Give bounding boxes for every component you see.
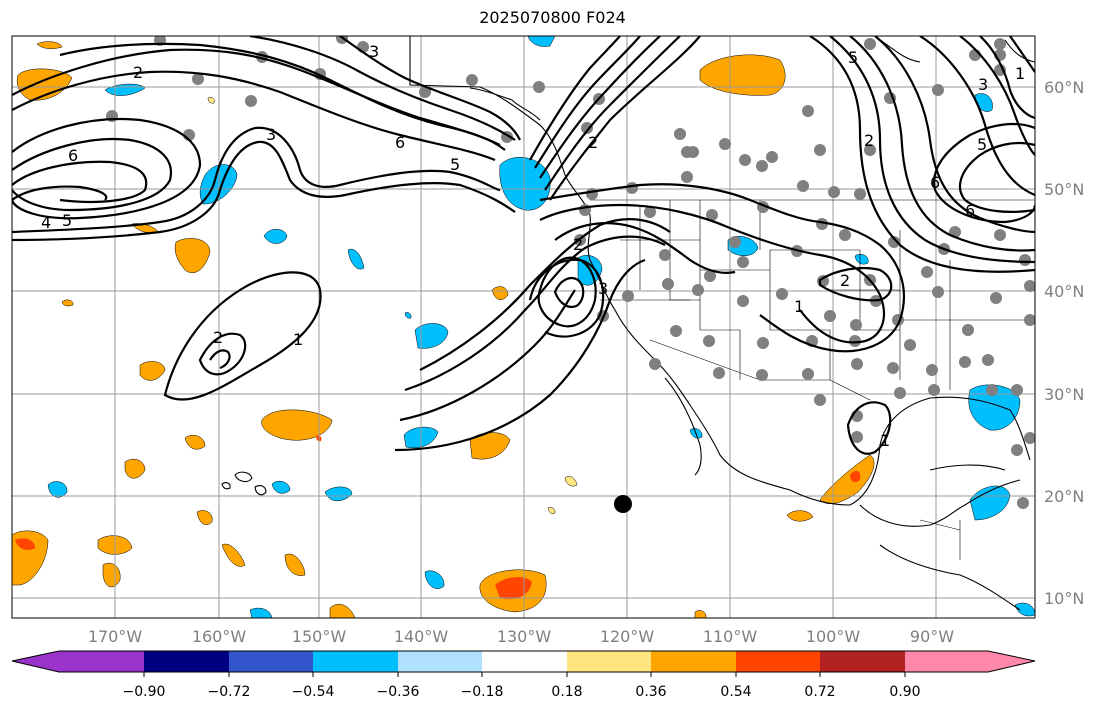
contour-label: 3 — [598, 279, 608, 298]
colorbar-segment — [905, 651, 988, 672]
colorbar-max-extension — [988, 651, 1035, 672]
colorbar-outline — [11, 650, 1036, 673]
contour-label: 5 — [62, 211, 72, 230]
contour-label: 6 — [68, 146, 78, 165]
lat-label: 10°N — [1044, 589, 1084, 608]
contour-label: 5 — [450, 155, 460, 174]
contour-label: 2 — [133, 63, 143, 82]
contour-label: 2 — [588, 133, 598, 152]
contour-label: 2 — [864, 131, 874, 150]
colorbar-tick-label: −0.90 — [123, 684, 166, 700]
lon-label: 90°W — [910, 627, 954, 646]
contour-label: 4 — [41, 213, 51, 232]
contour-label: 2 — [840, 271, 850, 290]
lat-lon-grid — [12, 36, 1035, 618]
weak-positive-anomaly-shading — [207, 97, 578, 515]
colorbar-tick-label: 0.90 — [889, 684, 920, 700]
lat-label: 50°N — [1044, 180, 1084, 199]
contour-label: 3 — [978, 75, 988, 94]
contour-labels: 2 6 4 5 3 6 5 2 3 5 6 2 2 3 1 2 1 1 2 3 … — [41, 42, 1025, 450]
lon-label: 170°W — [88, 627, 143, 646]
colorbar-segment — [229, 651, 313, 672]
latitude-labels: 60°N 50°N 40°N 30°N 20°N 10°N — [1044, 78, 1084, 608]
contour-label: 1 — [293, 330, 303, 349]
station-dots — [106, 36, 1035, 509]
colorbar-tick-label: −0.18 — [461, 684, 504, 700]
contour-label: 2 — [573, 235, 583, 254]
colorbar-segment — [59, 651, 144, 672]
lon-label: 110°W — [703, 627, 758, 646]
map-area: 2 6 4 5 3 6 5 2 3 5 6 2 2 3 1 2 1 1 2 3 … — [12, 36, 1035, 618]
contour-label: 5 — [848, 48, 858, 67]
contour-lines — [12, 36, 1035, 455]
location-marker — [614, 495, 632, 513]
contour-label: 5 — [977, 135, 987, 154]
colorbar-tick-label: −0.72 — [208, 684, 251, 700]
coastlines — [221, 36, 1035, 611]
colorbar-segment — [736, 651, 820, 672]
lon-label: 140°W — [394, 627, 449, 646]
colorbar-ticks — [143, 672, 906, 677]
map-frame — [11, 35, 1036, 619]
contour-label: 1 — [880, 431, 890, 450]
map-title: 2025070800 F024 — [479, 8, 626, 27]
lat-label: 40°N — [1044, 282, 1084, 301]
contour-label: 3 — [266, 125, 276, 144]
positive-anomaly-shading — [12, 41, 875, 618]
lon-label: 160°W — [192, 627, 247, 646]
lon-label: 120°W — [600, 627, 655, 646]
contour-label: 6 — [965, 201, 975, 220]
colorbar-segment — [651, 651, 736, 672]
colorbar-segment — [482, 651, 567, 672]
contour-label: 2 — [213, 328, 223, 347]
colorbar-segment — [144, 651, 229, 672]
contour-label: 1 — [794, 297, 804, 316]
colorbar: −0.90 −0.72 −0.54 −0.36 −0.18 0.18 0.36 … — [11, 650, 1036, 700]
colorbar-segment — [398, 651, 482, 672]
colorbar-tick-label: 0.18 — [551, 684, 582, 700]
colorbar-segment — [567, 651, 651, 672]
colorbar-segment — [820, 651, 905, 672]
contour-label: 6 — [395, 133, 405, 152]
longitude-labels: 170°W 160°W 150°W 140°W 130°W 120°W 110°… — [88, 627, 954, 646]
lat-label: 20°N — [1044, 487, 1084, 506]
colorbar-tick-label: 0.54 — [720, 684, 751, 700]
colorbar-tick-label: 0.72 — [804, 684, 835, 700]
colorbar-segment — [313, 651, 398, 672]
lon-label: 100°W — [806, 627, 861, 646]
colorbar-tick-label: 0.36 — [635, 684, 666, 700]
lon-label: 150°W — [292, 627, 347, 646]
lat-label: 60°N — [1044, 78, 1084, 97]
lat-label: 30°N — [1044, 385, 1084, 404]
contour-label: 3 — [369, 42, 379, 61]
strong-positive-anomaly-shading — [15, 435, 861, 600]
colorbar-min-extension — [12, 651, 59, 672]
colorbar-tick-label: −0.54 — [292, 684, 335, 700]
colorbar-tick-label: −0.36 — [377, 684, 420, 700]
lon-label: 130°W — [497, 627, 552, 646]
contour-label: 6 — [930, 173, 940, 192]
contour-label: 1 — [1015, 64, 1025, 83]
